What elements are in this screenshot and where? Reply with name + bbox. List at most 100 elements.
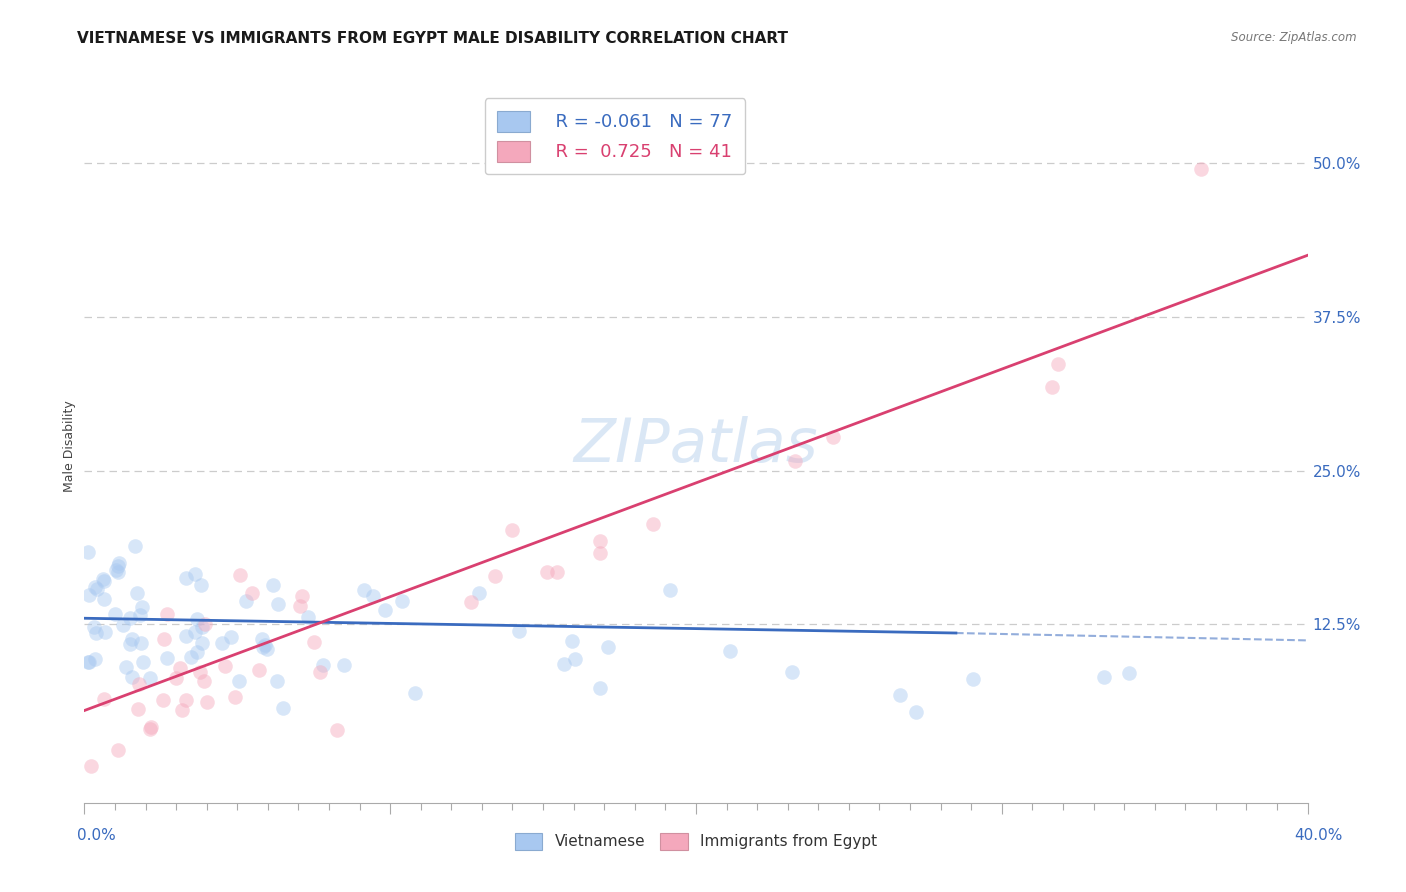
Point [536, 565, 558, 579]
Point [77, 655, 100, 669]
Point [152, 632, 174, 646]
Point [589, 533, 612, 548]
Point [188, 665, 211, 679]
Point [641, 516, 664, 531]
Point [553, 657, 575, 671]
Point [250, 632, 273, 647]
Point [962, 673, 984, 687]
Point [391, 594, 413, 608]
Point [333, 658, 356, 673]
Point [131, 599, 153, 614]
Point [94, 625, 117, 640]
Point [191, 636, 214, 650]
Point [93, 692, 115, 706]
Point [132, 656, 155, 670]
Point [186, 645, 208, 659]
Point [262, 578, 284, 592]
Point [598, 640, 620, 654]
Point [124, 539, 146, 553]
Text: Source: ZipAtlas.com: Source: ZipAtlas.com [1232, 31, 1357, 45]
Point [1046, 357, 1069, 371]
Point [111, 618, 134, 632]
Point [104, 607, 127, 621]
Point [174, 629, 197, 643]
Point [353, 583, 375, 598]
Point [93, 574, 115, 588]
Point [107, 743, 129, 757]
Point [176, 571, 198, 585]
Point [115, 660, 138, 674]
Point [1189, 162, 1212, 177]
Point [374, 603, 396, 617]
Point [84, 652, 107, 666]
Point [889, 689, 911, 703]
Point [125, 586, 148, 600]
Point [256, 642, 278, 657]
Point [561, 633, 583, 648]
Point [564, 652, 586, 666]
Point [823, 430, 845, 444]
Point [152, 693, 174, 707]
Point [1040, 380, 1063, 394]
Point [107, 565, 129, 579]
Point [91, 572, 114, 586]
Point [588, 681, 610, 696]
Point [121, 670, 143, 684]
Point [326, 723, 349, 737]
Point [77, 545, 100, 559]
Point [104, 563, 127, 577]
Point [240, 586, 263, 600]
Point [468, 585, 491, 599]
Point [308, 665, 330, 680]
Point [169, 661, 191, 675]
Point [79, 759, 101, 773]
Point [128, 607, 150, 622]
Point [120, 611, 142, 625]
Point [291, 589, 314, 603]
Point [191, 620, 214, 634]
Point [107, 559, 129, 574]
Point [780, 665, 803, 680]
Point [108, 556, 131, 570]
Point [501, 523, 523, 537]
Point [718, 644, 741, 658]
Legend: Vietnamese, Immigrants from Egypt: Vietnamese, Immigrants from Egypt [509, 827, 883, 855]
Point [312, 657, 335, 672]
Point [1118, 666, 1140, 681]
Point [297, 610, 319, 624]
Point [546, 566, 568, 580]
Point [195, 695, 218, 709]
Text: VIETNAMESE VS IMMIGRANTS FROM EGYPT MALE DISABILITY CORRELATION CHART: VIETNAMESE VS IMMIGRANTS FROM EGYPT MALE… [77, 31, 789, 46]
Point [139, 671, 162, 685]
Point [170, 703, 193, 717]
Point [361, 589, 384, 603]
Point [224, 690, 246, 704]
Point [194, 617, 217, 632]
Text: ZIPatlas: ZIPatlas [574, 417, 818, 475]
Point [252, 640, 274, 654]
Point [783, 454, 806, 468]
Point [93, 592, 115, 607]
Point [128, 677, 150, 691]
Point [404, 685, 426, 699]
Point [121, 632, 143, 647]
Point [83, 620, 105, 634]
Text: 0.0%: 0.0% [77, 828, 117, 843]
Point [127, 702, 149, 716]
Point [129, 636, 152, 650]
Point [271, 701, 294, 715]
Point [76, 655, 98, 669]
Point [1092, 670, 1115, 684]
Point [229, 568, 252, 582]
Point [184, 566, 207, 581]
Point [183, 624, 205, 639]
Point [174, 692, 197, 706]
Point [235, 594, 257, 608]
Point [508, 624, 530, 639]
Point [228, 674, 250, 689]
Point [139, 720, 162, 734]
Point [193, 673, 215, 688]
Point [118, 637, 141, 651]
Point [180, 649, 202, 664]
Point [138, 722, 160, 736]
